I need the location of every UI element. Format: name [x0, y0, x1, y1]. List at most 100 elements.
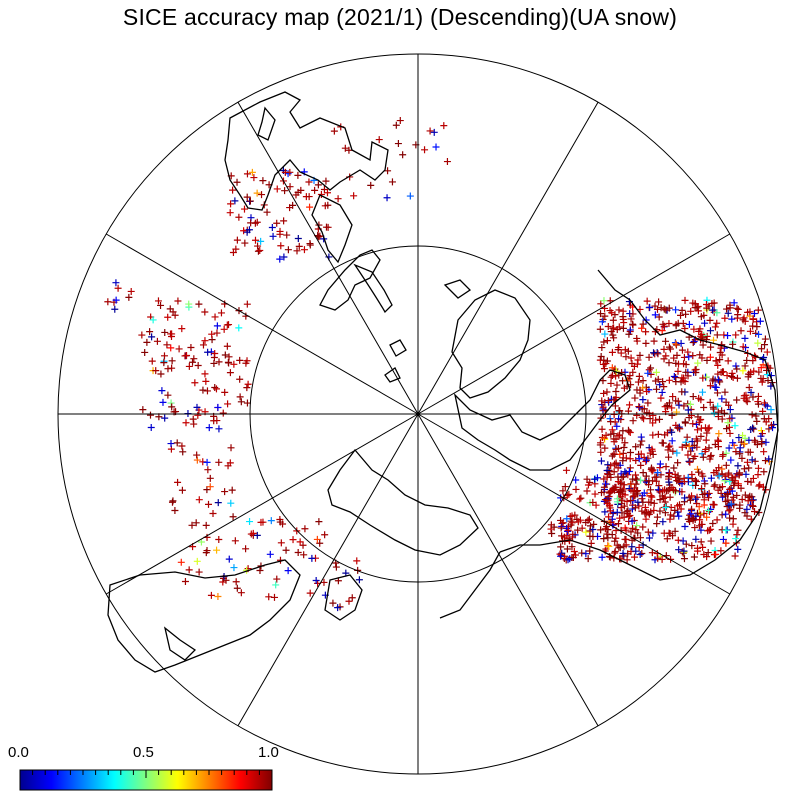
- accuracy-point: [254, 242, 262, 250]
- accuracy-point: [658, 388, 666, 396]
- accuracy-point: [582, 528, 590, 536]
- accuracy-point: [719, 451, 727, 459]
- accuracy-point: [686, 518, 694, 526]
- accuracy-point: [619, 324, 627, 332]
- accuracy-point: [632, 471, 640, 479]
- colorbar-tick-label-mid: 0.5: [133, 744, 154, 761]
- accuracy-point: [621, 491, 629, 499]
- accuracy-point: [726, 477, 734, 485]
- accuracy-point: [629, 310, 637, 318]
- accuracy-point: [692, 435, 700, 443]
- accuracy-point: [161, 328, 169, 336]
- accuracy-point: [699, 491, 707, 499]
- accuracy-point: [168, 403, 176, 411]
- accuracy-point: [652, 477, 660, 485]
- accuracy-point: [179, 448, 187, 456]
- accuracy-point: [214, 593, 222, 601]
- accuracy-point: [645, 366, 653, 374]
- accuracy-point: [680, 478, 688, 486]
- accuracy-point: [669, 447, 677, 455]
- accuracy-point: [600, 297, 608, 305]
- accuracy-point: [688, 505, 696, 513]
- accuracy-point: [146, 328, 154, 336]
- accuracy-point: [656, 496, 664, 504]
- accuracy-point: [564, 527, 572, 535]
- coastline-canada-arctic: [453, 369, 631, 471]
- accuracy-point: [669, 393, 677, 401]
- accuracy-point: [289, 201, 297, 209]
- accuracy-point: [604, 322, 612, 330]
- accuracy-point: [191, 379, 199, 387]
- accuracy-point: [601, 330, 609, 338]
- accuracy-point: [598, 553, 606, 561]
- accuracy-point: [622, 541, 630, 549]
- accuracy-point: [638, 495, 646, 503]
- accuracy-point: [686, 496, 694, 504]
- accuracy-point: [691, 452, 699, 460]
- accuracy-point: [596, 356, 604, 364]
- accuracy-point: [636, 441, 644, 449]
- accuracy-point: [668, 411, 676, 419]
- accuracy-point: [608, 515, 616, 523]
- accuracy-point: [610, 450, 618, 458]
- accuracy-point: [605, 492, 613, 500]
- accuracy-point: [350, 192, 358, 200]
- accuracy-point: [202, 521, 210, 529]
- accuracy-point: [563, 515, 571, 523]
- accuracy-point: [571, 551, 579, 559]
- accuracy-point: [672, 359, 680, 367]
- accuracy-point: [268, 223, 276, 231]
- accuracy-point: [221, 351, 229, 359]
- accuracy-point: [692, 481, 700, 489]
- accuracy-point: [586, 547, 594, 555]
- accuracy-point: [169, 497, 177, 505]
- accuracy-point: [212, 385, 220, 393]
- accuracy-point: [229, 513, 237, 521]
- accuracy-point: [714, 361, 722, 369]
- accuracy-point: [681, 325, 689, 333]
- accuracy-point: [226, 209, 234, 217]
- accuracy-point: [152, 367, 160, 375]
- accuracy-point: [704, 549, 712, 557]
- accuracy-point: [680, 547, 688, 555]
- accuracy-point: [714, 402, 722, 410]
- accuracy-point: [590, 520, 598, 528]
- accuracy-point: [742, 396, 750, 404]
- accuracy-point: [188, 521, 196, 529]
- accuracy-point: [726, 506, 734, 514]
- accuracy-point: [619, 549, 627, 557]
- accuracy-point: [306, 589, 314, 597]
- accuracy-point: [146, 411, 154, 419]
- accuracy-point: [737, 438, 745, 446]
- accuracy-point: [685, 442, 693, 450]
- accuracy-point: [698, 470, 706, 478]
- accuracy-point: [738, 496, 746, 504]
- accuracy-point: [557, 543, 565, 551]
- accuracy-point: [568, 543, 576, 551]
- accuracy-point: [699, 374, 707, 382]
- accuracy-point: [729, 340, 737, 348]
- accuracy-point: [430, 128, 438, 136]
- accuracy-point: [246, 518, 254, 526]
- accuracy-point: [637, 433, 645, 441]
- accuracy-point: [729, 474, 737, 482]
- coastline-greenland: [451, 289, 531, 399]
- accuracy-point: [719, 535, 727, 543]
- accuracy-point: [613, 508, 621, 516]
- accuracy-point: [597, 448, 605, 456]
- accuracy-point: [740, 465, 748, 473]
- accuracy-point: [726, 514, 734, 522]
- accuracy-point: [733, 491, 741, 499]
- accuracy-point: [703, 332, 711, 340]
- meridian-line: [105, 413, 419, 595]
- accuracy-point: [685, 457, 693, 465]
- accuracy-point: [632, 547, 640, 555]
- accuracy-point: [223, 342, 231, 350]
- accuracy-point: [718, 415, 726, 423]
- accuracy-point: [758, 345, 766, 353]
- accuracy-point: [662, 503, 670, 511]
- accuracy-point: [648, 467, 656, 475]
- accuracy-point: [755, 330, 763, 338]
- accuracy-point: [749, 502, 757, 510]
- accuracy-point: [330, 127, 338, 135]
